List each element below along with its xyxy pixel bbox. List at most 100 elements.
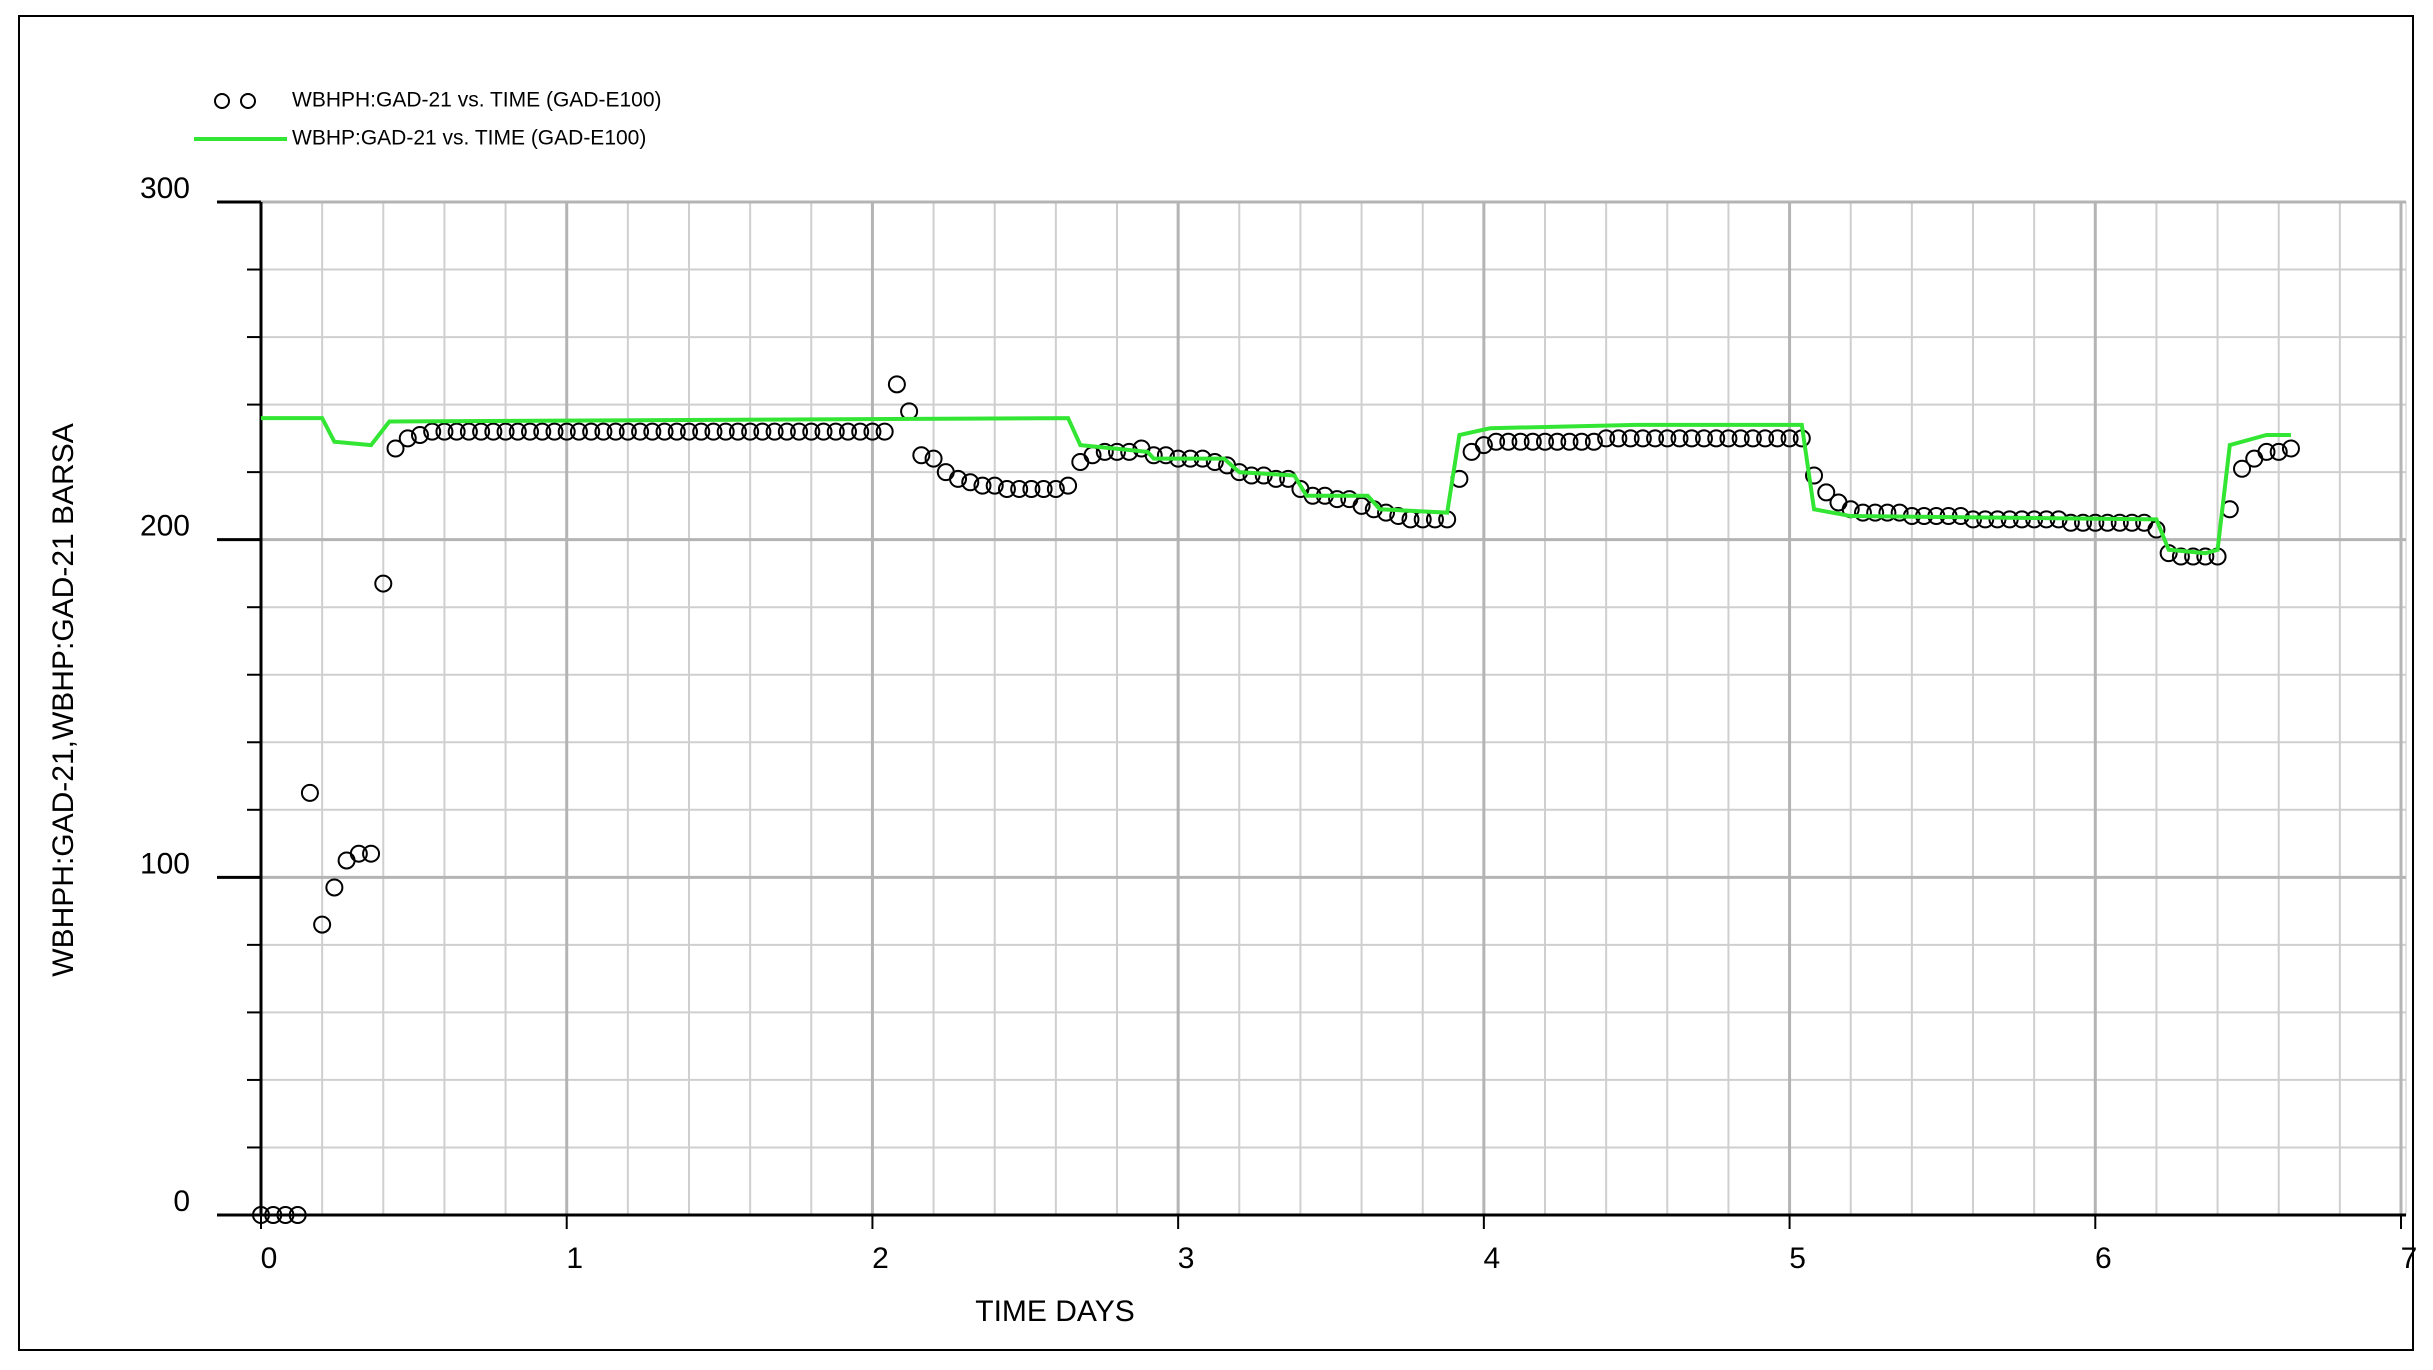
data-point: [521, 422, 540, 441]
data-point: [1523, 432, 1542, 451]
data-point: [1633, 429, 1652, 448]
legend-marker: [214, 93, 230, 109]
data-point: [1144, 446, 1163, 465]
data-point: [264, 1206, 283, 1224]
data-point: [1768, 429, 1787, 448]
data-point: [1743, 429, 1762, 448]
legend-label: WBHP:GAD-21 vs. TIME (GAD-E100): [292, 127, 646, 150]
data-point: [741, 422, 760, 441]
data-point: [912, 446, 931, 465]
x-tick-label: 4: [1484, 1242, 1501, 1275]
data-point: [851, 422, 870, 441]
x-tick-label: 7: [2401, 1242, 2418, 1275]
data-point: [1560, 432, 1579, 451]
data-point: [997, 480, 1016, 499]
data-point: [447, 422, 466, 441]
data-point: [753, 422, 772, 441]
data-point: [300, 783, 319, 802]
data-point: [1682, 429, 1701, 448]
y-tick-label: 200: [140, 510, 190, 543]
data-point: [2074, 513, 2093, 532]
y-tick-label: 0: [173, 1185, 190, 1218]
data-point: [728, 422, 747, 441]
data-point: [863, 422, 882, 441]
x-tick-label: 0: [261, 1242, 278, 1275]
data-point: [1487, 432, 1506, 451]
data-point: [545, 422, 564, 441]
data-point: [2122, 513, 2141, 532]
data-point: [790, 422, 809, 441]
data-point: [398, 429, 417, 448]
data-point: [1377, 503, 1396, 522]
data-point: [1352, 496, 1371, 515]
data-point: [1499, 432, 1518, 451]
data-point: [1621, 429, 1640, 448]
data-point: [1536, 432, 1554, 451]
data-point: [1328, 490, 1347, 509]
y-tick-label: 100: [140, 847, 190, 880]
data-point: [667, 422, 686, 441]
data-point: [887, 375, 906, 394]
data-point: [2171, 547, 2190, 566]
data-line: [261, 416, 2291, 556]
data-point: [2110, 513, 2129, 532]
data-point: [2086, 513, 2105, 532]
data-point: [1474, 436, 1493, 455]
data-point: [362, 844, 381, 863]
data-point: [692, 422, 711, 441]
data-point: [973, 476, 992, 495]
data-point: [826, 422, 845, 441]
data-point: [410, 425, 429, 444]
data-point: [459, 422, 478, 441]
data-point: [643, 422, 662, 441]
x-tick-label: 1: [566, 1242, 583, 1275]
data-point: [875, 422, 894, 441]
data-point: [386, 439, 405, 458]
data-point: [252, 1206, 270, 1224]
data-point: [1584, 432, 1603, 451]
data-point: [2233, 459, 2252, 478]
data-point: [2269, 442, 2288, 461]
data-point: [472, 422, 491, 441]
data-point: [1731, 429, 1750, 448]
data-point: [276, 1206, 295, 1224]
data-point: [569, 422, 588, 441]
data-point: [2257, 442, 2276, 461]
data-point: [1205, 453, 1224, 472]
y-axis-label: WBHPH:GAD-21,WBHP:GAD-21 BARSA: [47, 423, 80, 976]
data-point: [374, 574, 393, 593]
data-point: [716, 422, 735, 441]
data-point: [765, 422, 784, 441]
data-point: [814, 422, 833, 441]
data-point: [508, 422, 527, 441]
data-point: [349, 844, 368, 863]
data-point: [1646, 429, 1665, 448]
data-point: [1389, 507, 1408, 526]
data-point: [435, 422, 454, 441]
legend-marker: [240, 93, 256, 109]
data-point: [1609, 429, 1628, 448]
data-point: [1866, 503, 1885, 522]
data-point: [2281, 439, 2300, 458]
x-tick-label: 3: [1178, 1242, 1195, 1275]
data-point: [1034, 480, 1053, 499]
data-point: [2184, 547, 2203, 566]
data-point: [1694, 429, 1713, 448]
data-point: [1548, 432, 1567, 451]
data-point: [949, 469, 968, 488]
data-point: [582, 422, 601, 441]
data-point: [1817, 483, 1836, 502]
data-point: [680, 422, 698, 441]
data-point: [655, 422, 674, 441]
data-point: [1108, 442, 1126, 461]
data-point: [924, 449, 943, 468]
data-point: [1156, 446, 1175, 465]
data-point: [1890, 503, 1909, 522]
data-point: [2098, 513, 2117, 532]
data-point: [985, 476, 1004, 495]
data-point: [423, 422, 442, 441]
x-tick-label: 6: [2095, 1242, 2112, 1275]
data-point: [704, 422, 723, 441]
data-point: [325, 878, 344, 897]
data-point: [1719, 429, 1738, 448]
